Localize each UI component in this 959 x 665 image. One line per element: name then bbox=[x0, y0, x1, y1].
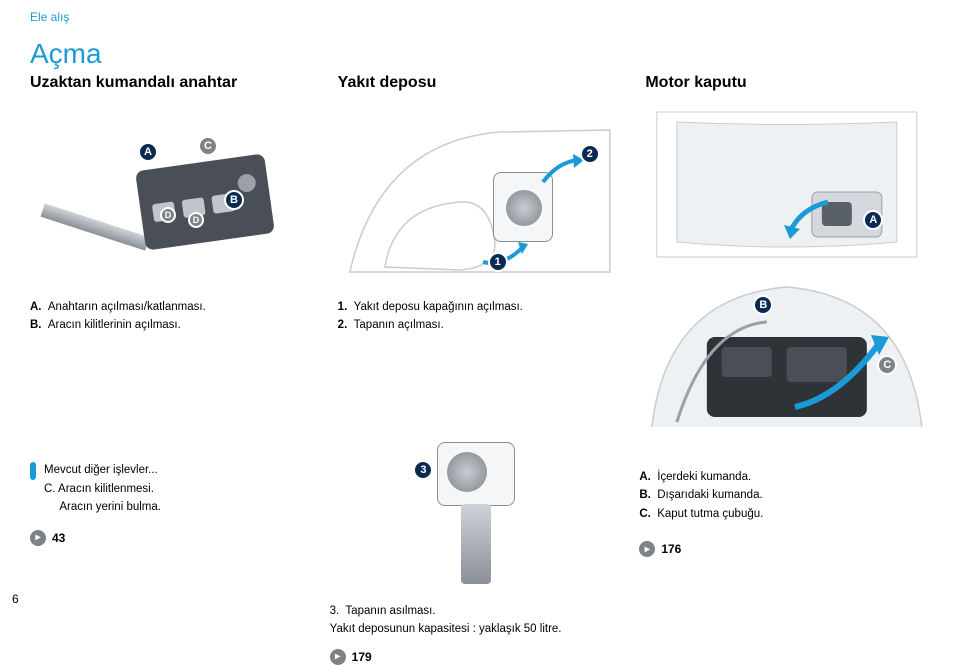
marker-2: 2 bbox=[580, 144, 600, 164]
page-title: Açma bbox=[30, 38, 929, 70]
arrow-1 bbox=[478, 232, 538, 272]
marker-a: A bbox=[138, 142, 158, 162]
page-title-text: Açma bbox=[30, 38, 102, 69]
marker-d1: D bbox=[160, 207, 176, 223]
breadcrumb: Ele alış bbox=[30, 10, 929, 24]
info-line-1: C. Aracın kilitlenmesi. bbox=[44, 481, 264, 498]
info-col: Mevcut diğer işlevler... C. Aracın kilit… bbox=[30, 442, 330, 665]
breadcrumb-text: Ele alış bbox=[30, 10, 69, 24]
key-blade-shape bbox=[41, 203, 150, 250]
heading-remote-key: Uzaktan kumandalı anahtar bbox=[30, 74, 314, 92]
page-ref-179[interactable]: ▸ 179 bbox=[330, 649, 372, 665]
legend-bonnet: A. İçerdeki kumanda. B. Dışarıdaki kuman… bbox=[639, 468, 929, 523]
page-ref-176[interactable]: ▸ 176 bbox=[639, 541, 681, 557]
arrow-a bbox=[780, 197, 840, 242]
legend-fuel-2-line2: Yakıt deposunun kapasitesi : yaklaşık 50… bbox=[330, 620, 630, 638]
page-ref-icon: ▸ bbox=[330, 649, 346, 665]
arrow-c bbox=[785, 327, 895, 417]
page-ref-43[interactable]: ▸ 43 bbox=[30, 530, 65, 546]
legend-fuel-2: 3. Tapanın asılması. Yakıt deposunun kap… bbox=[330, 602, 630, 639]
page-ref-icon: ▸ bbox=[639, 541, 655, 557]
info-box: Mevcut diğer işlevler... C. Aracın kilit… bbox=[44, 462, 264, 516]
page-ref-icon: ▸ bbox=[30, 530, 46, 546]
illustration-remote-key: A B C D D bbox=[30, 102, 314, 282]
marker-b: B bbox=[224, 190, 244, 210]
illustration-fuel-detail: 3 bbox=[399, 442, 559, 592]
legend-fuel-2-line1: 3. Tapanın asılması. bbox=[330, 602, 630, 620]
mid-section: Mevcut diğer işlevler... C. Aracın kilit… bbox=[30, 442, 929, 665]
fuel-detail-col: 3 3. Tapanın asılması. Yakıt deposunun k… bbox=[330, 442, 630, 665]
info-title: Mevcut diğer işlevler... bbox=[44, 462, 264, 479]
fuel-neck bbox=[461, 504, 491, 584]
bonnet-legend-col: A. İçerdeki kumanda. B. Dışarıdaki kuman… bbox=[629, 442, 929, 665]
marker-3: 3 bbox=[413, 460, 433, 480]
section-bonnet: Motor kaputu A bbox=[645, 74, 929, 432]
key-body-shape bbox=[135, 153, 275, 250]
section-fuel: Yakıt deposu 1 2 1. Yakıt de bbox=[338, 74, 622, 432]
marker-d2: D bbox=[188, 212, 204, 228]
illustration-bonnet: A B C bbox=[645, 102, 929, 432]
page-ref-179-text: 179 bbox=[352, 650, 372, 664]
legend-fuel: 1. Yakıt deposu kapağının açılması. 2. T… bbox=[338, 298, 622, 335]
marker-c: C bbox=[198, 136, 218, 156]
heading-fuel: Yakıt deposu bbox=[338, 74, 622, 92]
fuel-cap-shape bbox=[506, 190, 542, 226]
section-remote-key: Uzaktan kumandalı anahtar A B C D D A. A… bbox=[30, 74, 314, 432]
marker-1: 1 bbox=[488, 252, 508, 272]
page-number: 6 bbox=[12, 592, 19, 606]
legend-remote-key: A. Anahtarın açılması/katlanması. B. Ara… bbox=[30, 298, 314, 335]
page-ref-176-text: 176 bbox=[661, 542, 681, 556]
bonnet-border: B C bbox=[645, 267, 929, 432]
info-icon bbox=[30, 462, 36, 480]
info-line-2: Aracın yerini bulma. bbox=[44, 499, 264, 516]
heading-bonnet: Motor kaputu bbox=[645, 74, 929, 92]
illustration-fuel: 1 2 bbox=[338, 102, 622, 282]
page-ref-43-text: 43 bbox=[52, 531, 65, 545]
